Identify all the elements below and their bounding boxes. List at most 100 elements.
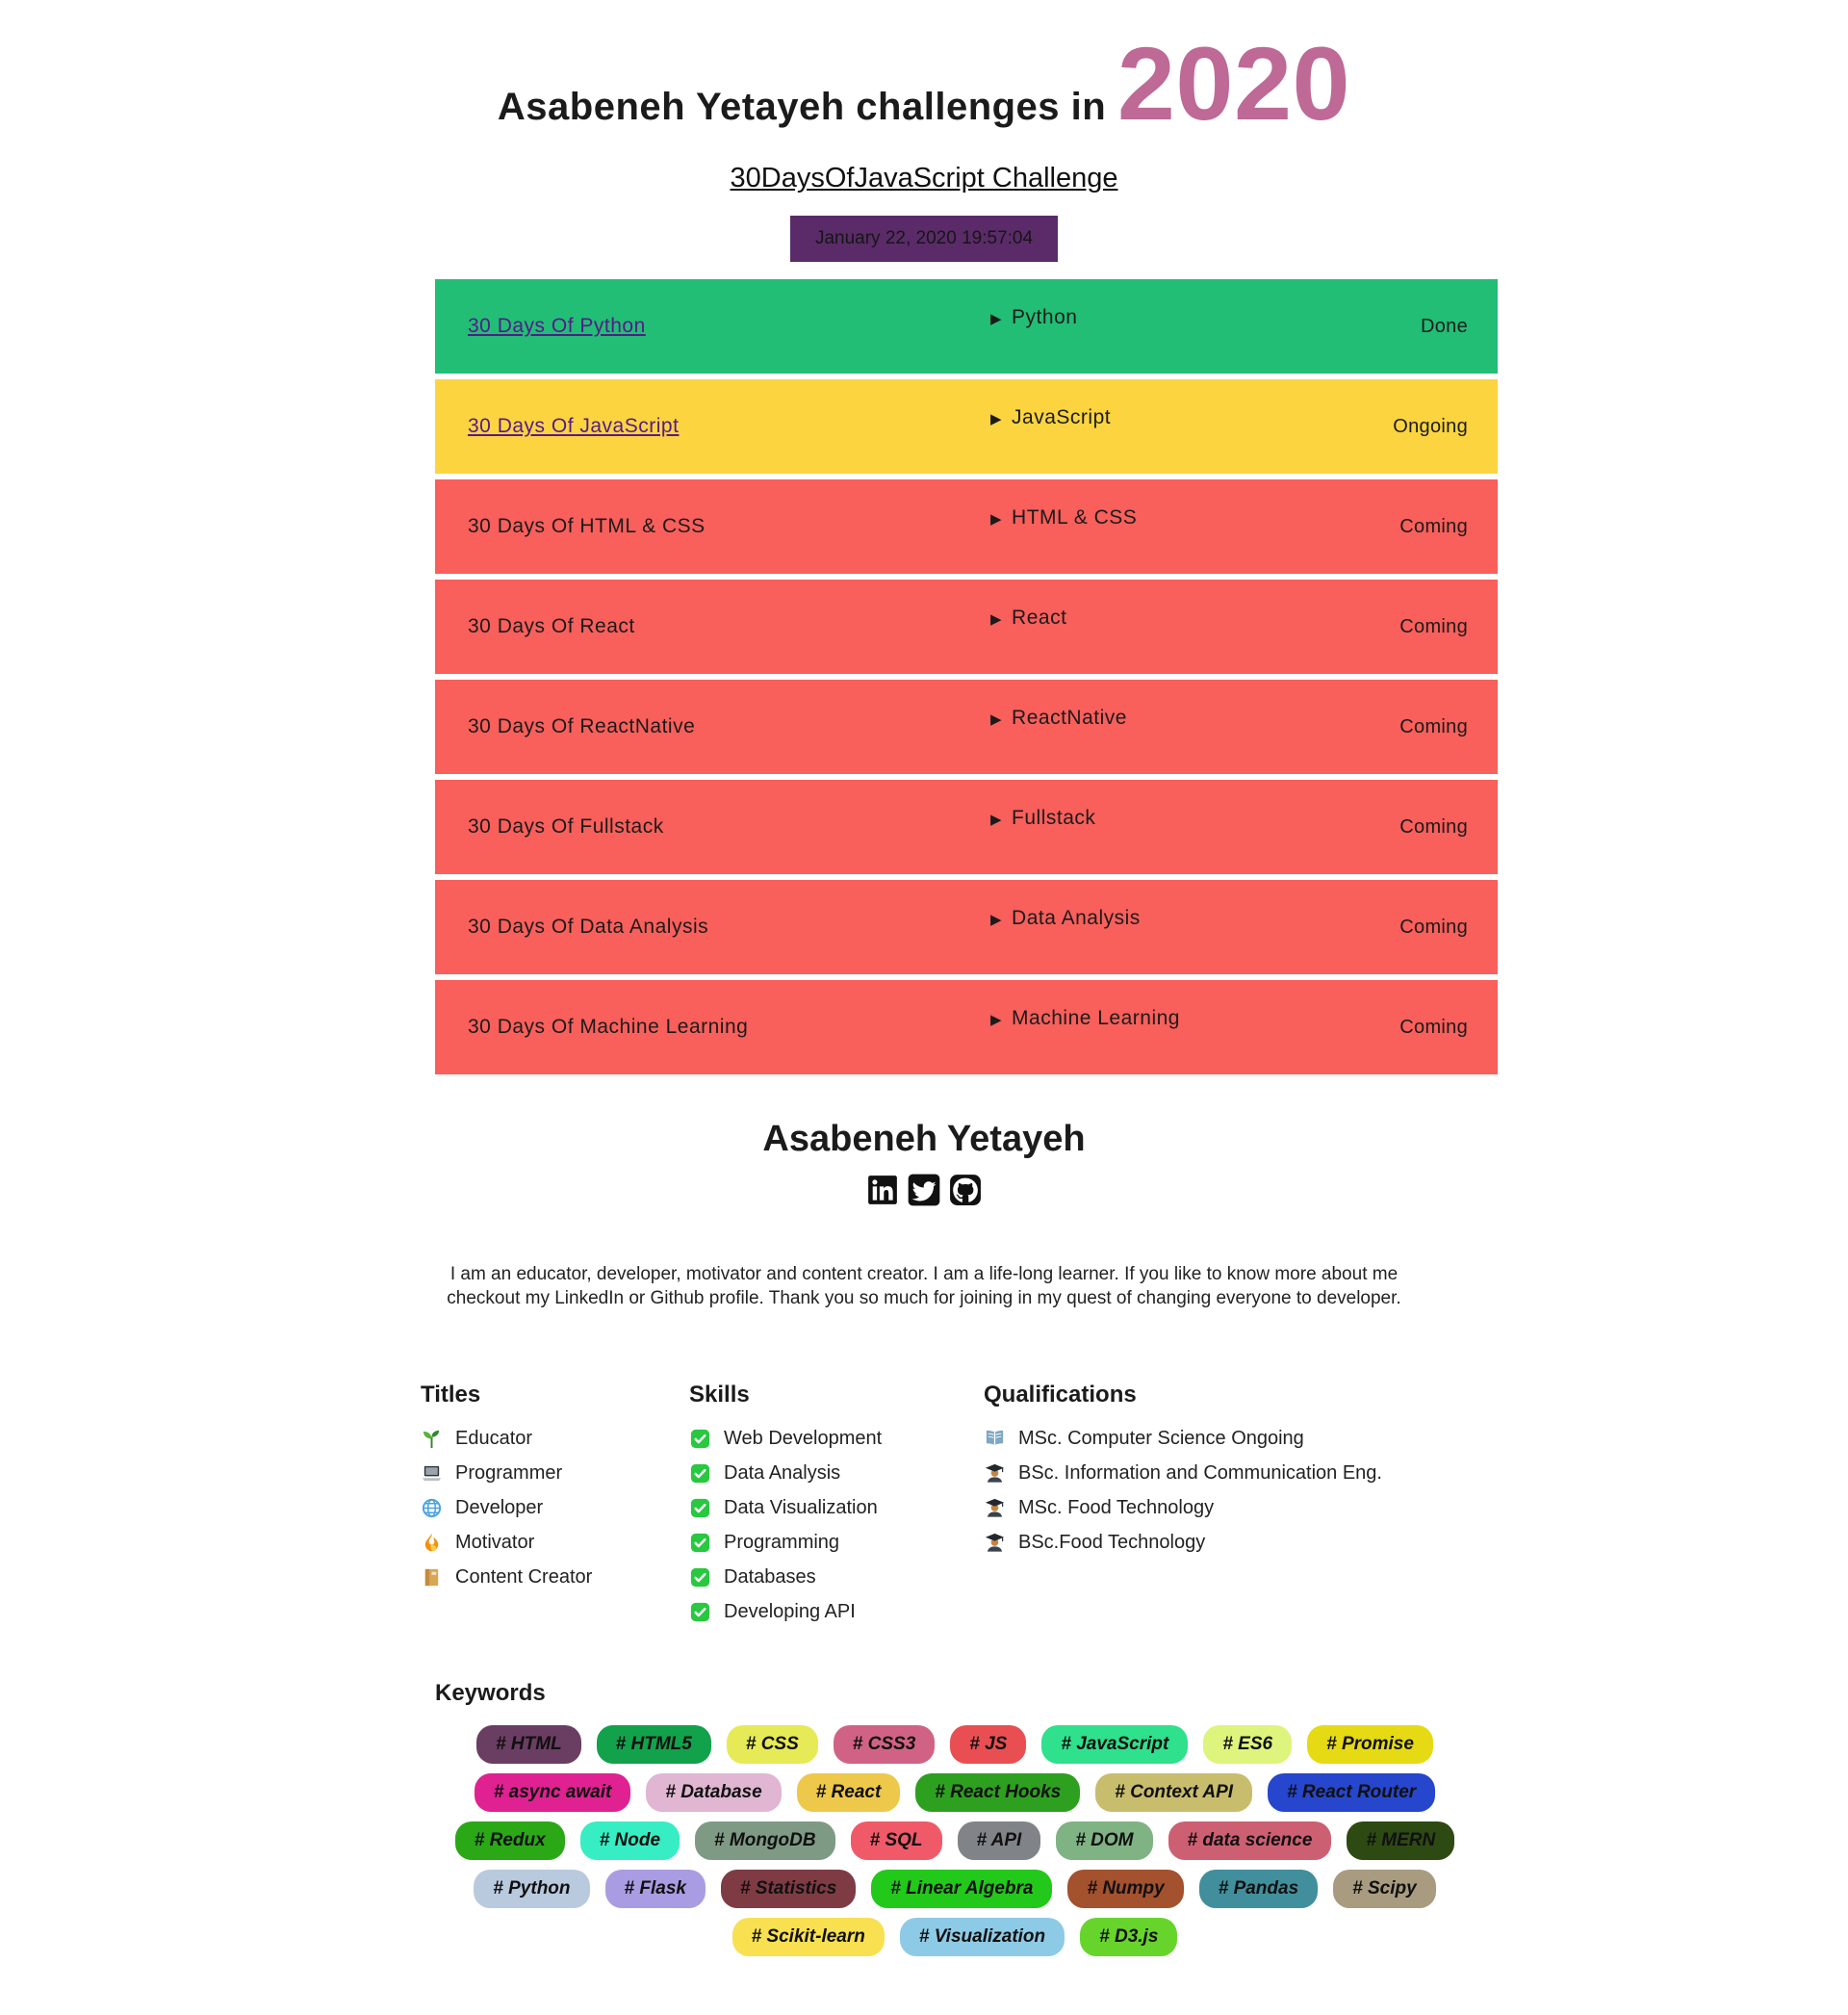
- title-label: Motivator: [455, 1532, 535, 1554]
- triangle-marker-icon: ▶: [990, 711, 1003, 729]
- keyword-pill: # D3.js: [1080, 1918, 1178, 1957]
- keyword-pill: # Linear Algebra: [871, 1870, 1053, 1909]
- profile-section: Titles Educator Programmer Developer Mot…: [421, 1382, 1848, 1636]
- skill-label: Developing API: [724, 1601, 856, 1623]
- keyword-pill: # Scipy: [1333, 1870, 1436, 1909]
- challenge-row-machinelearning: 30 Days Of Machine Learning ▶ Machine Lea…: [435, 980, 1498, 1075]
- challenge-link[interactable]: 30DaysOfJavaScript Challenge: [730, 163, 1118, 194]
- challenge-row-javascript: 30 Days Of JavaScript ▶ JavaScript Ongoin…: [435, 379, 1498, 475]
- list-item: Developing API: [689, 1601, 984, 1623]
- keyword-pill: # ES6: [1203, 1725, 1293, 1765]
- check-icon: [689, 1497, 711, 1519]
- list-item: MSc. Food Technology: [984, 1497, 1382, 1519]
- topic-label: Python: [1012, 306, 1078, 329]
- twitter-icon[interactable]: [908, 1174, 940, 1206]
- keywords-section: Keywords # HTML # HTML5 # CSS # CSS3 # J…: [435, 1680, 1848, 1961]
- keyword-pill: # React: [796, 1773, 901, 1813]
- details-toggle[interactable]: ▶ Fullstack: [990, 807, 1399, 830]
- list-item: Programming: [689, 1532, 984, 1554]
- qualification-label: MSc. Food Technology: [1018, 1497, 1215, 1519]
- notebook-icon: [421, 1566, 443, 1589]
- keyword-pill: # Visualization: [899, 1918, 1065, 1957]
- keyword-pill: # Python: [474, 1870, 590, 1909]
- globe-icon: [421, 1497, 443, 1519]
- triangle-marker-icon: ▶: [990, 912, 1003, 929]
- skill-label: Web Development: [724, 1428, 883, 1450]
- qualification-label: MSc. Computer Science Ongoing: [1018, 1428, 1304, 1450]
- keyword-pills: # HTML # HTML5 # CSS # CSS3 # JS # JavaS…: [435, 1720, 1475, 1961]
- linkedin-icon[interactable]: [866, 1174, 899, 1206]
- challenge-title: 30 Days Of React: [468, 615, 635, 638]
- title-label: Content Creator: [455, 1566, 593, 1589]
- page-title: Asabeneh Yetayeh challenges in 2020: [0, 32, 1848, 136]
- list-item: Databases: [689, 1566, 984, 1589]
- details-toggle[interactable]: ▶ HTML & CSS: [990, 506, 1399, 530]
- challenge-title: 30 Days Of Python: [468, 315, 990, 338]
- challenge-title: 30 Days Of HTML & CSS: [468, 515, 706, 538]
- keyword-pill: # React Hooks: [915, 1773, 1081, 1813]
- status-badge: Coming: [1399, 1016, 1468, 1038]
- skills-heading: Skills: [689, 1382, 750, 1408]
- challenge-row-python: 30 Days Of Python ▶ Python Done: [435, 279, 1498, 375]
- challenge-title: 30 Days Of Fullstack: [468, 815, 664, 839]
- graduate-icon: [984, 1462, 1006, 1485]
- triangle-marker-icon: ▶: [990, 812, 1003, 829]
- keyword-pill: # CSS: [726, 1725, 818, 1765]
- list-item: Web Development: [689, 1428, 984, 1450]
- list-item: Programmer: [421, 1462, 689, 1485]
- details-toggle[interactable]: ▶ JavaScript: [990, 406, 1393, 429]
- details-toggle[interactable]: ▶ Machine Learning: [990, 1007, 1399, 1030]
- keyword-pill: # Flask: [604, 1870, 706, 1909]
- challenge-row-dataanalysis: 30 Days Of Data Analysis ▶ Data Analysis …: [435, 880, 1498, 975]
- page-title-text: Asabeneh Yetayeh challenges in: [497, 86, 1117, 128]
- details-toggle[interactable]: ▶ Python: [990, 306, 1421, 329]
- javascript-challenge-link[interactable]: 30 Days Of JavaScript: [468, 415, 680, 438]
- details-toggle[interactable]: ▶ React: [990, 607, 1399, 630]
- social-links: [0, 1174, 1848, 1206]
- date-badge: January 22, 2020 19:57:04: [789, 216, 1059, 263]
- details-toggle[interactable]: ▶ Data Analysis: [990, 907, 1399, 930]
- topic-label: JavaScript: [1012, 406, 1112, 429]
- keyword-pill: # DOM: [1056, 1821, 1153, 1861]
- keyword-pill: # CSS3: [833, 1725, 936, 1765]
- title-label: Developer: [455, 1497, 544, 1519]
- keyword-pill: # HTML5: [596, 1725, 711, 1765]
- challenge-row-htmlcss: 30 Days Of HTML & CSS ▶ HTML & CSS Coming: [435, 479, 1498, 575]
- page-header: Asabeneh Yetayeh challenges in 2020 30Da…: [0, 0, 1848, 263]
- triangle-marker-icon: ▶: [990, 611, 1003, 629]
- qualifications-heading: Qualifications: [984, 1382, 1137, 1408]
- keyword-pill: # MongoDB: [695, 1821, 835, 1861]
- keyword-pill: # SQL: [850, 1821, 942, 1861]
- list-item: MSc. Computer Science Ongoing: [984, 1428, 1382, 1450]
- laptop-icon: [421, 1462, 443, 1485]
- keyword-pill: # Scikit-learn: [732, 1918, 885, 1957]
- keyword-pill: # JS: [950, 1725, 1027, 1765]
- keyword-pill: # Promise: [1307, 1725, 1433, 1765]
- github-icon[interactable]: [949, 1174, 982, 1206]
- details-toggle[interactable]: ▶ ReactNative: [990, 707, 1399, 730]
- skill-label: Programming: [724, 1532, 840, 1554]
- topic-label: Fullstack: [1012, 807, 1096, 830]
- keyword-pill: # HTML: [476, 1725, 581, 1765]
- triangle-marker-icon: ▶: [990, 1012, 1003, 1029]
- status-badge: Coming: [1399, 615, 1468, 637]
- check-icon: [689, 1462, 711, 1485]
- topic-label: Data Analysis: [1012, 907, 1141, 930]
- keyword-pill: # Numpy: [1067, 1870, 1184, 1909]
- list-item: BSc.Food Technology: [984, 1532, 1382, 1554]
- skill-label: Databases: [724, 1566, 816, 1589]
- list-item: Developer: [421, 1497, 689, 1519]
- titles-column: Titles Educator Programmer Developer Mot…: [421, 1382, 689, 1636]
- topic-label: Machine Learning: [1012, 1007, 1180, 1030]
- check-icon: [689, 1601, 711, 1623]
- list-item: Educator: [421, 1428, 689, 1450]
- python-challenge-link[interactable]: 30 Days Of Python: [468, 315, 646, 338]
- keyword-pill: # Context API: [1095, 1773, 1253, 1813]
- challenge-row-fullstack: 30 Days Of Fullstack ▶ Fullstack Coming: [435, 780, 1498, 875]
- challenge-title: 30 Days Of Data Analysis: [468, 916, 709, 939]
- keyword-pill: # MERN: [1347, 1821, 1455, 1861]
- triangle-marker-icon: ▶: [990, 311, 1003, 328]
- topic-label: HTML & CSS: [1012, 506, 1138, 530]
- topic-label: ReactNative: [1012, 707, 1127, 730]
- topic-label: React: [1012, 607, 1067, 630]
